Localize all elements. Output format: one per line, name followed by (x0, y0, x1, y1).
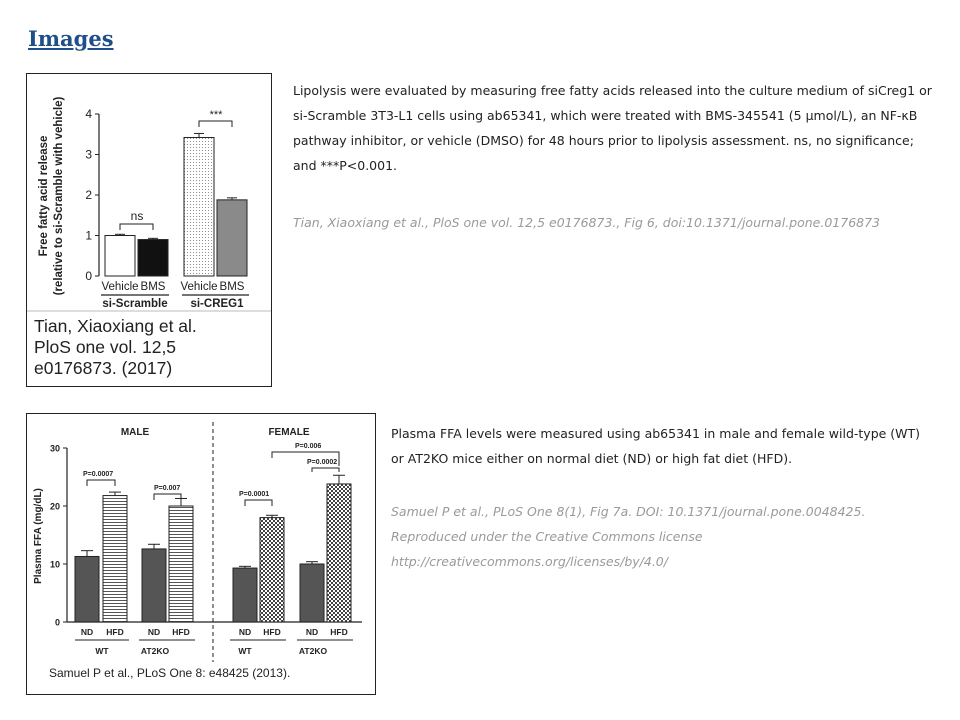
group-label: si-CREG1 (190, 298, 244, 310)
lipolysis-bar-chart: Free fatty acid release (relative to si-… (27, 96, 271, 378)
citation-line-2: Reproduced under the Creative Commons li… (391, 529, 703, 544)
bar (141, 548, 167, 623)
p-value-bracket (311, 467, 340, 472)
caption-line-3: e0176873. (2017) (34, 358, 172, 378)
p-value-bracket (153, 493, 182, 500)
y-axis-label-line2: (relative to si-Scramble with vehicle) (53, 96, 65, 295)
ns-bracket (119, 223, 154, 230)
plasma-ffa-bar-chart: MALE FEMALE Plasma FFA (mg/dL) 0 10 20 30 P… (33, 422, 362, 680)
p-value-label: P=0.0001 (239, 491, 269, 498)
citation-line-1: Samuel P et al., PLoS One 8(1), Fig 7a. … (391, 504, 866, 519)
x-tick-label: Vehicle (180, 281, 217, 293)
p-value-label: P=0.007 (154, 485, 180, 492)
significance-bracket (198, 120, 233, 127)
x-tick-label: ND (148, 627, 160, 637)
bar (104, 235, 136, 277)
bar (326, 483, 352, 623)
page-title: Images (28, 26, 114, 51)
p-value-label: P=0.006 (295, 443, 321, 450)
significance-label: *** (210, 109, 224, 121)
bar (232, 567, 258, 623)
bar (74, 555, 100, 623)
x-tick-label: ND (306, 627, 318, 637)
y-axis-label: Plasma FFA (mg/dL) (33, 488, 44, 584)
bar (299, 563, 325, 623)
p-value-bracket (86, 479, 116, 486)
p-value-annotations: P=0.0007 P=0.007 P=0.0001 P=0.006 P=0.0002 (83, 443, 340, 506)
figure-2-description: Plasma FFA levels were measured using ab… (391, 426, 921, 466)
y-tick-label: 0 (85, 269, 92, 283)
x-tick-label: HFD (330, 627, 347, 637)
y-tick-label: 0 (55, 618, 60, 628)
figure-1-description: Lipolysis were evaluated by measuring fr… (293, 83, 932, 173)
x-tick-label: HFD (172, 627, 189, 637)
panel-label-female: FEMALE (268, 427, 309, 438)
genotype-label: WT (238, 646, 252, 656)
p-value-bracket (244, 499, 273, 506)
panel-label-male: MALE (121, 427, 150, 438)
bar (168, 505, 194, 623)
y-tick-label: 1 (85, 229, 92, 243)
ns-label: ns (131, 209, 144, 223)
caption-line-2: PloS one vol. 12,5 (34, 337, 176, 357)
significance-annotations: ns *** (119, 109, 233, 230)
x-tick-label: ND (81, 627, 93, 637)
bar (183, 136, 215, 277)
y-axis: 0 1 2 3 4 (85, 107, 100, 283)
y-tick-label: 2 (85, 188, 92, 202)
p-value-label: P=0.0002 (307, 459, 337, 466)
bar (137, 239, 169, 277)
p-value-bracket (271, 451, 340, 466)
p-value-label: P=0.0007 (83, 471, 113, 478)
y-axis-label-line1: Free fatty acid release (38, 136, 50, 257)
y-tick-label: 30 (50, 444, 60, 454)
x-tick-label: BMS (141, 281, 166, 293)
bar-series (104, 132, 248, 277)
y-tick-label: 3 (85, 148, 92, 162)
y-tick-label: 10 (50, 560, 60, 570)
x-tick-label: HFD (263, 627, 280, 637)
group-label: si-Scramble (102, 298, 167, 310)
x-tick-label: BMS (220, 281, 245, 293)
figure-2-caption: Samuel P et al., PLoS One 8: e48425 (201… (49, 666, 290, 680)
bar (216, 199, 248, 277)
genotype-label: AT2KO (141, 646, 170, 656)
x-tick-label: Vehicle (101, 281, 138, 293)
bar (102, 495, 128, 623)
y-tick-label: 20 (50, 502, 60, 512)
figure-2-image: MALE FEMALE Plasma FFA (mg/dL) 0 10 20 30 P… (26, 413, 376, 695)
caption-line-1: Tian, Xiaoxiang et al. (34, 316, 197, 336)
genotype-label: AT2KO (299, 646, 328, 656)
bar (259, 517, 285, 623)
genotype-label: WT (95, 646, 109, 656)
x-tick-label: ND (239, 627, 251, 637)
figure-1-image: Free fatty acid release (relative to si-… (26, 73, 272, 387)
bar-series (74, 474, 352, 623)
x-axis-labels: ND HFD ND HFD ND HFD ND HFD WT AT2KO WT AT2KO (75, 627, 353, 656)
y-tick-label: 4 (85, 107, 92, 121)
citation-line-3: http://creativecommons.org/licenses/by/4… (391, 554, 668, 569)
figure-2-citation: Samuel P et al., PLoS One 8(1), Fig 7a. … (391, 499, 931, 574)
x-tick-label: HFD (106, 627, 123, 637)
figure-1-citation: Tian, Xiaoxiang et al., PloS one vol. 12… (293, 215, 880, 230)
